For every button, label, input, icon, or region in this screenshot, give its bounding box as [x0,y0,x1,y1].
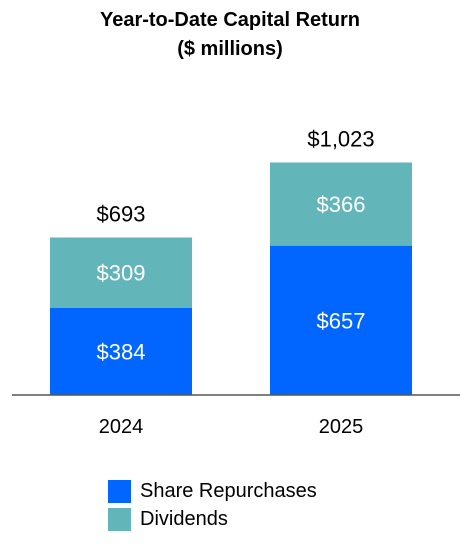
chart-legend: Share Repurchases Dividends [108,477,317,533]
legend-label-dividends: Dividends [140,507,228,530]
legend-swatch-repurchases [108,479,131,503]
total-label-2025: $1,023 [307,126,374,151]
chart-title: Year-to-Date Capital Return [99,9,361,31]
x-tick-label-2024: 2024 [99,416,144,438]
data-label-repurchases-2024: $384 [97,339,146,364]
legend-item-repurchases: Share Repurchases [108,477,317,505]
legend-label-repurchases: Share Repurchases [140,479,317,502]
bar-dividends-2025 [270,162,412,246]
x-tick-label-2025: 2025 [319,416,364,438]
chart-subtitle: ($ millions) [177,38,283,60]
bar-repurchases-2024 [50,307,192,395]
bar-dividends-2024 [50,237,192,308]
total-label-2024: $693 [97,201,146,226]
data-label-dividends-2025: $366 [317,192,366,217]
data-label-dividends-2024: $309 [97,261,146,286]
legend-swatch-dividends [108,507,131,531]
bar-repurchases-2025 [270,245,412,395]
legend-item-dividends: Dividends [108,505,317,533]
data-label-repurchases-2025: $657 [317,308,366,333]
